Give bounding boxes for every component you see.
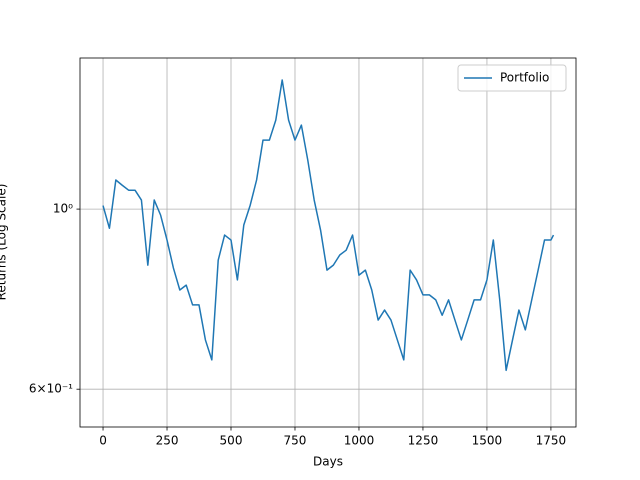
- x-tick-label: 1250: [408, 434, 439, 448]
- y-tick-label: 10⁰: [53, 202, 73, 216]
- y-tick-label: 6×10⁻¹: [29, 382, 73, 396]
- x-axis-label: Days: [313, 455, 343, 469]
- x-tick-label: 0: [99, 434, 107, 448]
- x-tick-label: 750: [284, 434, 307, 448]
- x-tick-label: 1000: [344, 434, 375, 448]
- x-tick-label: 250: [156, 434, 179, 448]
- y-axis-label: Returns (Log Scale): [0, 184, 9, 301]
- x-tick-label: 1750: [536, 434, 567, 448]
- series-line: [102, 79, 555, 372]
- legend-label: Portfolio: [500, 71, 549, 85]
- x-tick-label: 500: [220, 434, 243, 448]
- x-tick-label: 1500: [472, 434, 503, 448]
- axes-frame: [79, 57, 577, 428]
- legend-box: [457, 64, 567, 92]
